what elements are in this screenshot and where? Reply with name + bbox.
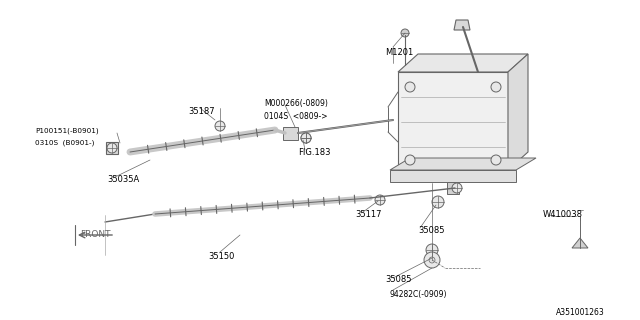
Circle shape [405, 82, 415, 92]
Circle shape [432, 196, 444, 208]
Bar [398, 72, 508, 170]
Circle shape [424, 252, 440, 268]
Text: FRONT: FRONT [80, 230, 111, 239]
Bar [447, 182, 459, 194]
Polygon shape [390, 158, 536, 170]
Text: FIG.183: FIG.183 [298, 148, 330, 157]
Circle shape [215, 121, 225, 131]
Text: M000266(-0809): M000266(-0809) [264, 99, 328, 108]
Text: 35085: 35085 [418, 226, 445, 235]
Polygon shape [508, 54, 528, 170]
Polygon shape [398, 54, 528, 72]
Circle shape [107, 143, 117, 153]
Bar [390, 170, 516, 182]
Text: W410038: W410038 [543, 210, 583, 219]
Bar [283, 127, 298, 140]
Text: 35085: 35085 [385, 275, 412, 284]
Text: 0310S  (B0901-): 0310S (B0901-) [35, 140, 94, 147]
Circle shape [452, 183, 462, 193]
Text: 94282C(-0909): 94282C(-0909) [390, 290, 447, 299]
Text: 35035A: 35035A [107, 175, 140, 184]
Circle shape [375, 195, 385, 205]
Circle shape [301, 133, 311, 143]
Text: M1201: M1201 [385, 48, 413, 57]
Circle shape [491, 82, 501, 92]
Text: 35150: 35150 [208, 252, 234, 261]
Polygon shape [572, 238, 588, 248]
Text: P100151(-B0901): P100151(-B0901) [35, 128, 99, 134]
Circle shape [426, 244, 438, 256]
Polygon shape [454, 20, 470, 30]
Circle shape [405, 155, 415, 165]
Circle shape [301, 133, 311, 143]
Circle shape [491, 155, 501, 165]
Text: 35117: 35117 [355, 210, 381, 219]
Text: 0104S  <0809->: 0104S <0809-> [264, 112, 328, 121]
Circle shape [401, 29, 409, 37]
Circle shape [429, 257, 435, 263]
Text: A351001263: A351001263 [556, 308, 605, 317]
Text: 35187: 35187 [188, 107, 214, 116]
Bar [106, 142, 118, 154]
